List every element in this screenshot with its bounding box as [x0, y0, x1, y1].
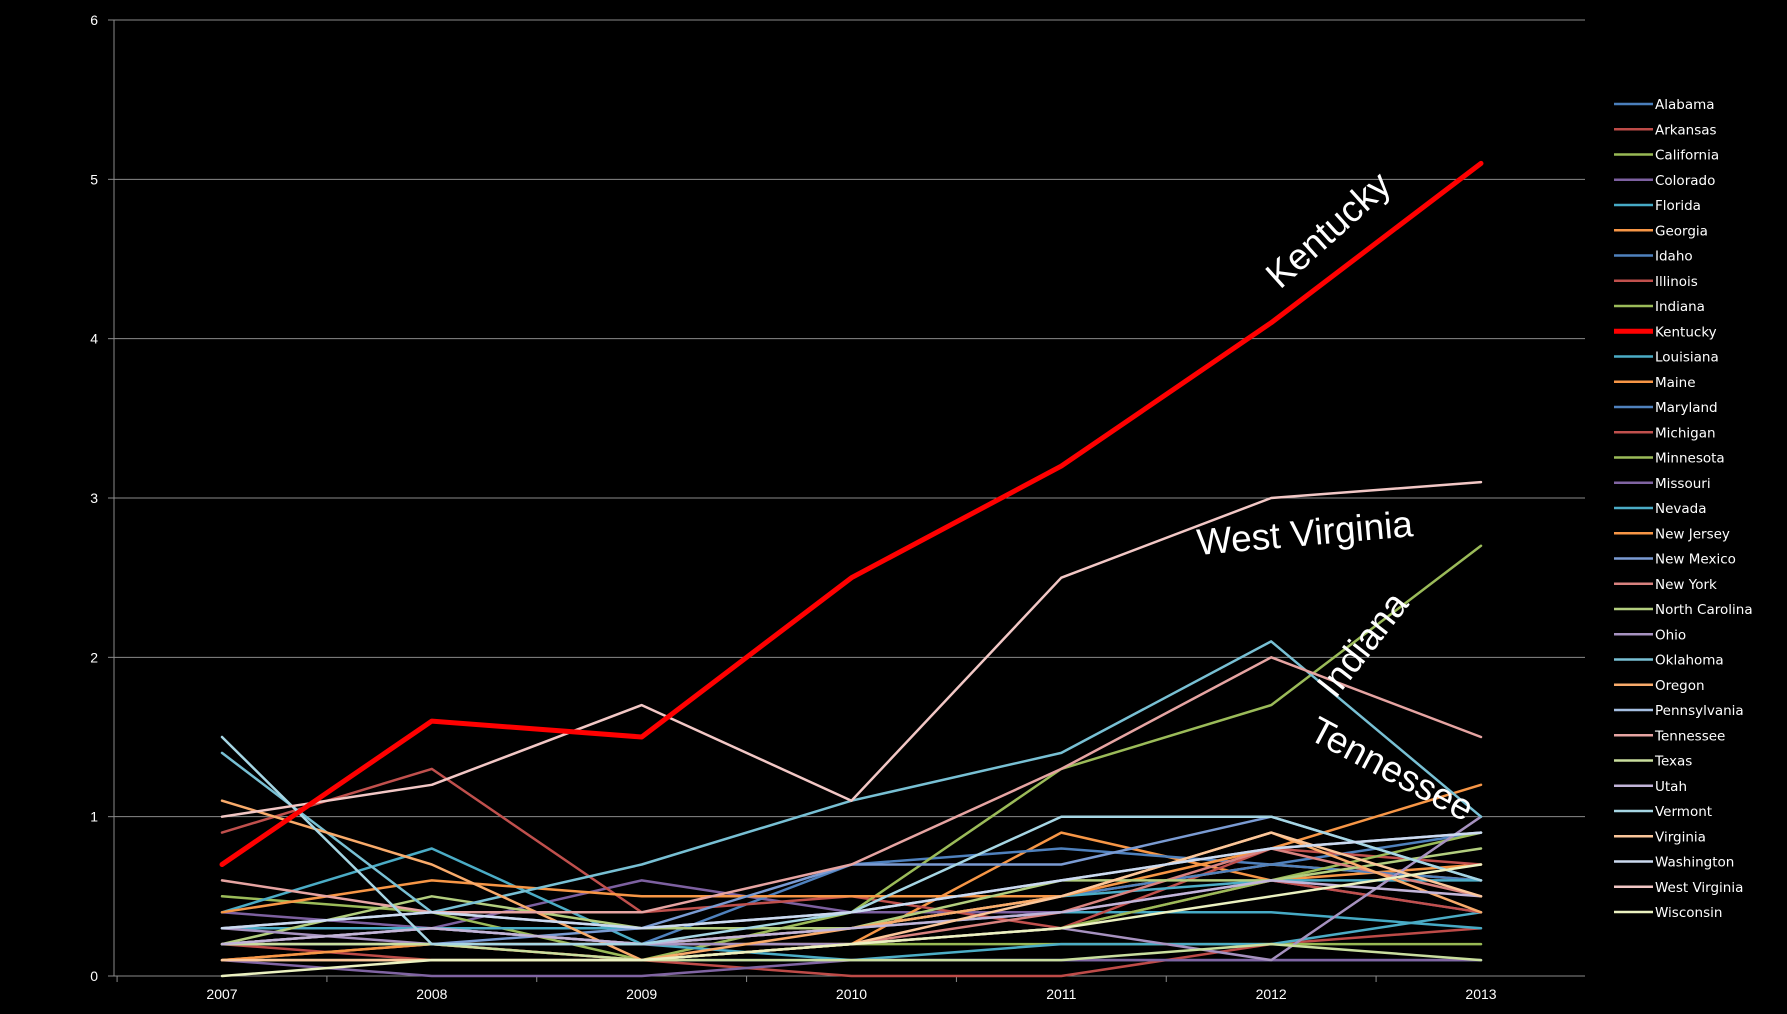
legend-label-michigan: Michigan: [1655, 425, 1716, 441]
legend-label-oklahoma: Oklahoma: [1655, 653, 1724, 669]
legend-label-california: California: [1655, 148, 1719, 164]
legend-label-north-carolina: North Carolina: [1655, 602, 1753, 618]
legend-label-ohio: Ohio: [1655, 627, 1686, 643]
legend-label-louisiana: Louisiana: [1655, 350, 1719, 366]
legend-label-utah: Utah: [1655, 779, 1687, 795]
legend-label-washington: Washington: [1655, 855, 1734, 871]
y-tick-label: 1: [90, 809, 98, 825]
legend-label-virginia: Virginia: [1655, 829, 1706, 845]
series-lines: [219, 160, 1484, 978]
y-tick-label: 2: [90, 649, 98, 665]
legend-label-kentucky: Kentucky: [1655, 324, 1717, 340]
legend-label-georgia: Georgia: [1655, 223, 1708, 239]
x-tick-label: 2009: [626, 986, 657, 1002]
series-line-kentucky: [219, 160, 1484, 867]
legend-label-maryland: Maryland: [1655, 400, 1718, 416]
y-tick-label: 3: [90, 490, 98, 506]
x-tick-label: 2007: [206, 986, 237, 1002]
x-tick-label: 2013: [1465, 986, 1496, 1002]
series-line-new-jersey: [220, 783, 1483, 962]
legend-label-oregon: Oregon: [1655, 678, 1705, 694]
series-line-utah: [220, 879, 1483, 946]
series-line-colorado: [220, 879, 1483, 930]
legend-label-new-york: New York: [1655, 577, 1717, 593]
series-line-illinois: [220, 767, 1483, 930]
legend-label-tennessee: Tennessee: [1654, 728, 1725, 744]
legend-label-florida: Florida: [1655, 198, 1701, 214]
series-line-indiana: [220, 544, 1483, 962]
legend-label-colorado: Colorado: [1655, 173, 1715, 189]
legend-label-indiana: Indiana: [1655, 299, 1705, 315]
y-tick-label: 6: [90, 12, 98, 28]
x-tick-label: 2008: [416, 986, 447, 1002]
annotation-indiana: Indiana: [1309, 584, 1416, 705]
legend-label-nevada: Nevada: [1655, 501, 1707, 517]
legend-label-vermont: Vermont: [1655, 804, 1712, 820]
x-tick-label: 2011: [1046, 986, 1076, 1002]
legend-label-wisconsin: Wisconsin: [1655, 905, 1722, 921]
legend-label-missouri: Missouri: [1655, 476, 1711, 492]
series-line-arkansas: [220, 926, 1483, 978]
legend-label-west-virginia: West Virginia: [1655, 880, 1743, 896]
annotation-kentucky: Kentucky: [1258, 163, 1399, 296]
y-tick-label: 5: [90, 171, 98, 187]
x-tick-label: 2010: [836, 986, 867, 1002]
legend-label-new-jersey: New Jersey: [1655, 526, 1730, 542]
legend-label-alabama: Alabama: [1655, 97, 1715, 113]
annotations: Kentucky West Virginia Indiana Tennessee: [1195, 163, 1480, 829]
annotation-west-virginia: West Virginia: [1195, 503, 1415, 563]
y-tick-label: 4: [90, 331, 98, 347]
series-line-washington: [220, 831, 1483, 930]
y-tick-label: 0: [90, 968, 98, 984]
legend: Alabama Arkansas California Colorado Florida…: [1614, 97, 1753, 921]
series-line-nevada: [220, 879, 1483, 930]
legend-label-pennsylvania: Pennsylvania: [1655, 703, 1744, 719]
legend-label-texas: Texas: [1654, 754, 1692, 770]
x-tick-label: 2012: [1256, 986, 1287, 1002]
series-line-tennessee: [220, 656, 1483, 914]
series-line-west-virginia: [220, 480, 1483, 818]
series-line-maine: [220, 863, 1483, 914]
legend-label-illinois: Illinois: [1655, 274, 1698, 290]
legend-label-idaho: Idaho: [1655, 249, 1693, 265]
series-line-oklahoma: [220, 640, 1483, 914]
legend-label-minnesota: Minnesota: [1655, 451, 1725, 467]
legend-label-new-mexico: New Mexico: [1655, 552, 1736, 568]
axes: 0 1 2 3 4 5 6 2007 2008 2009 2010 2011 2012 2013: [90, 12, 1585, 1002]
legend-label-arkansas: Arkansas: [1655, 122, 1717, 138]
gridlines: [114, 19, 1585, 818]
series-line-wisconsin: [220, 863, 1483, 978]
legend-label-maine: Maine: [1655, 375, 1696, 391]
